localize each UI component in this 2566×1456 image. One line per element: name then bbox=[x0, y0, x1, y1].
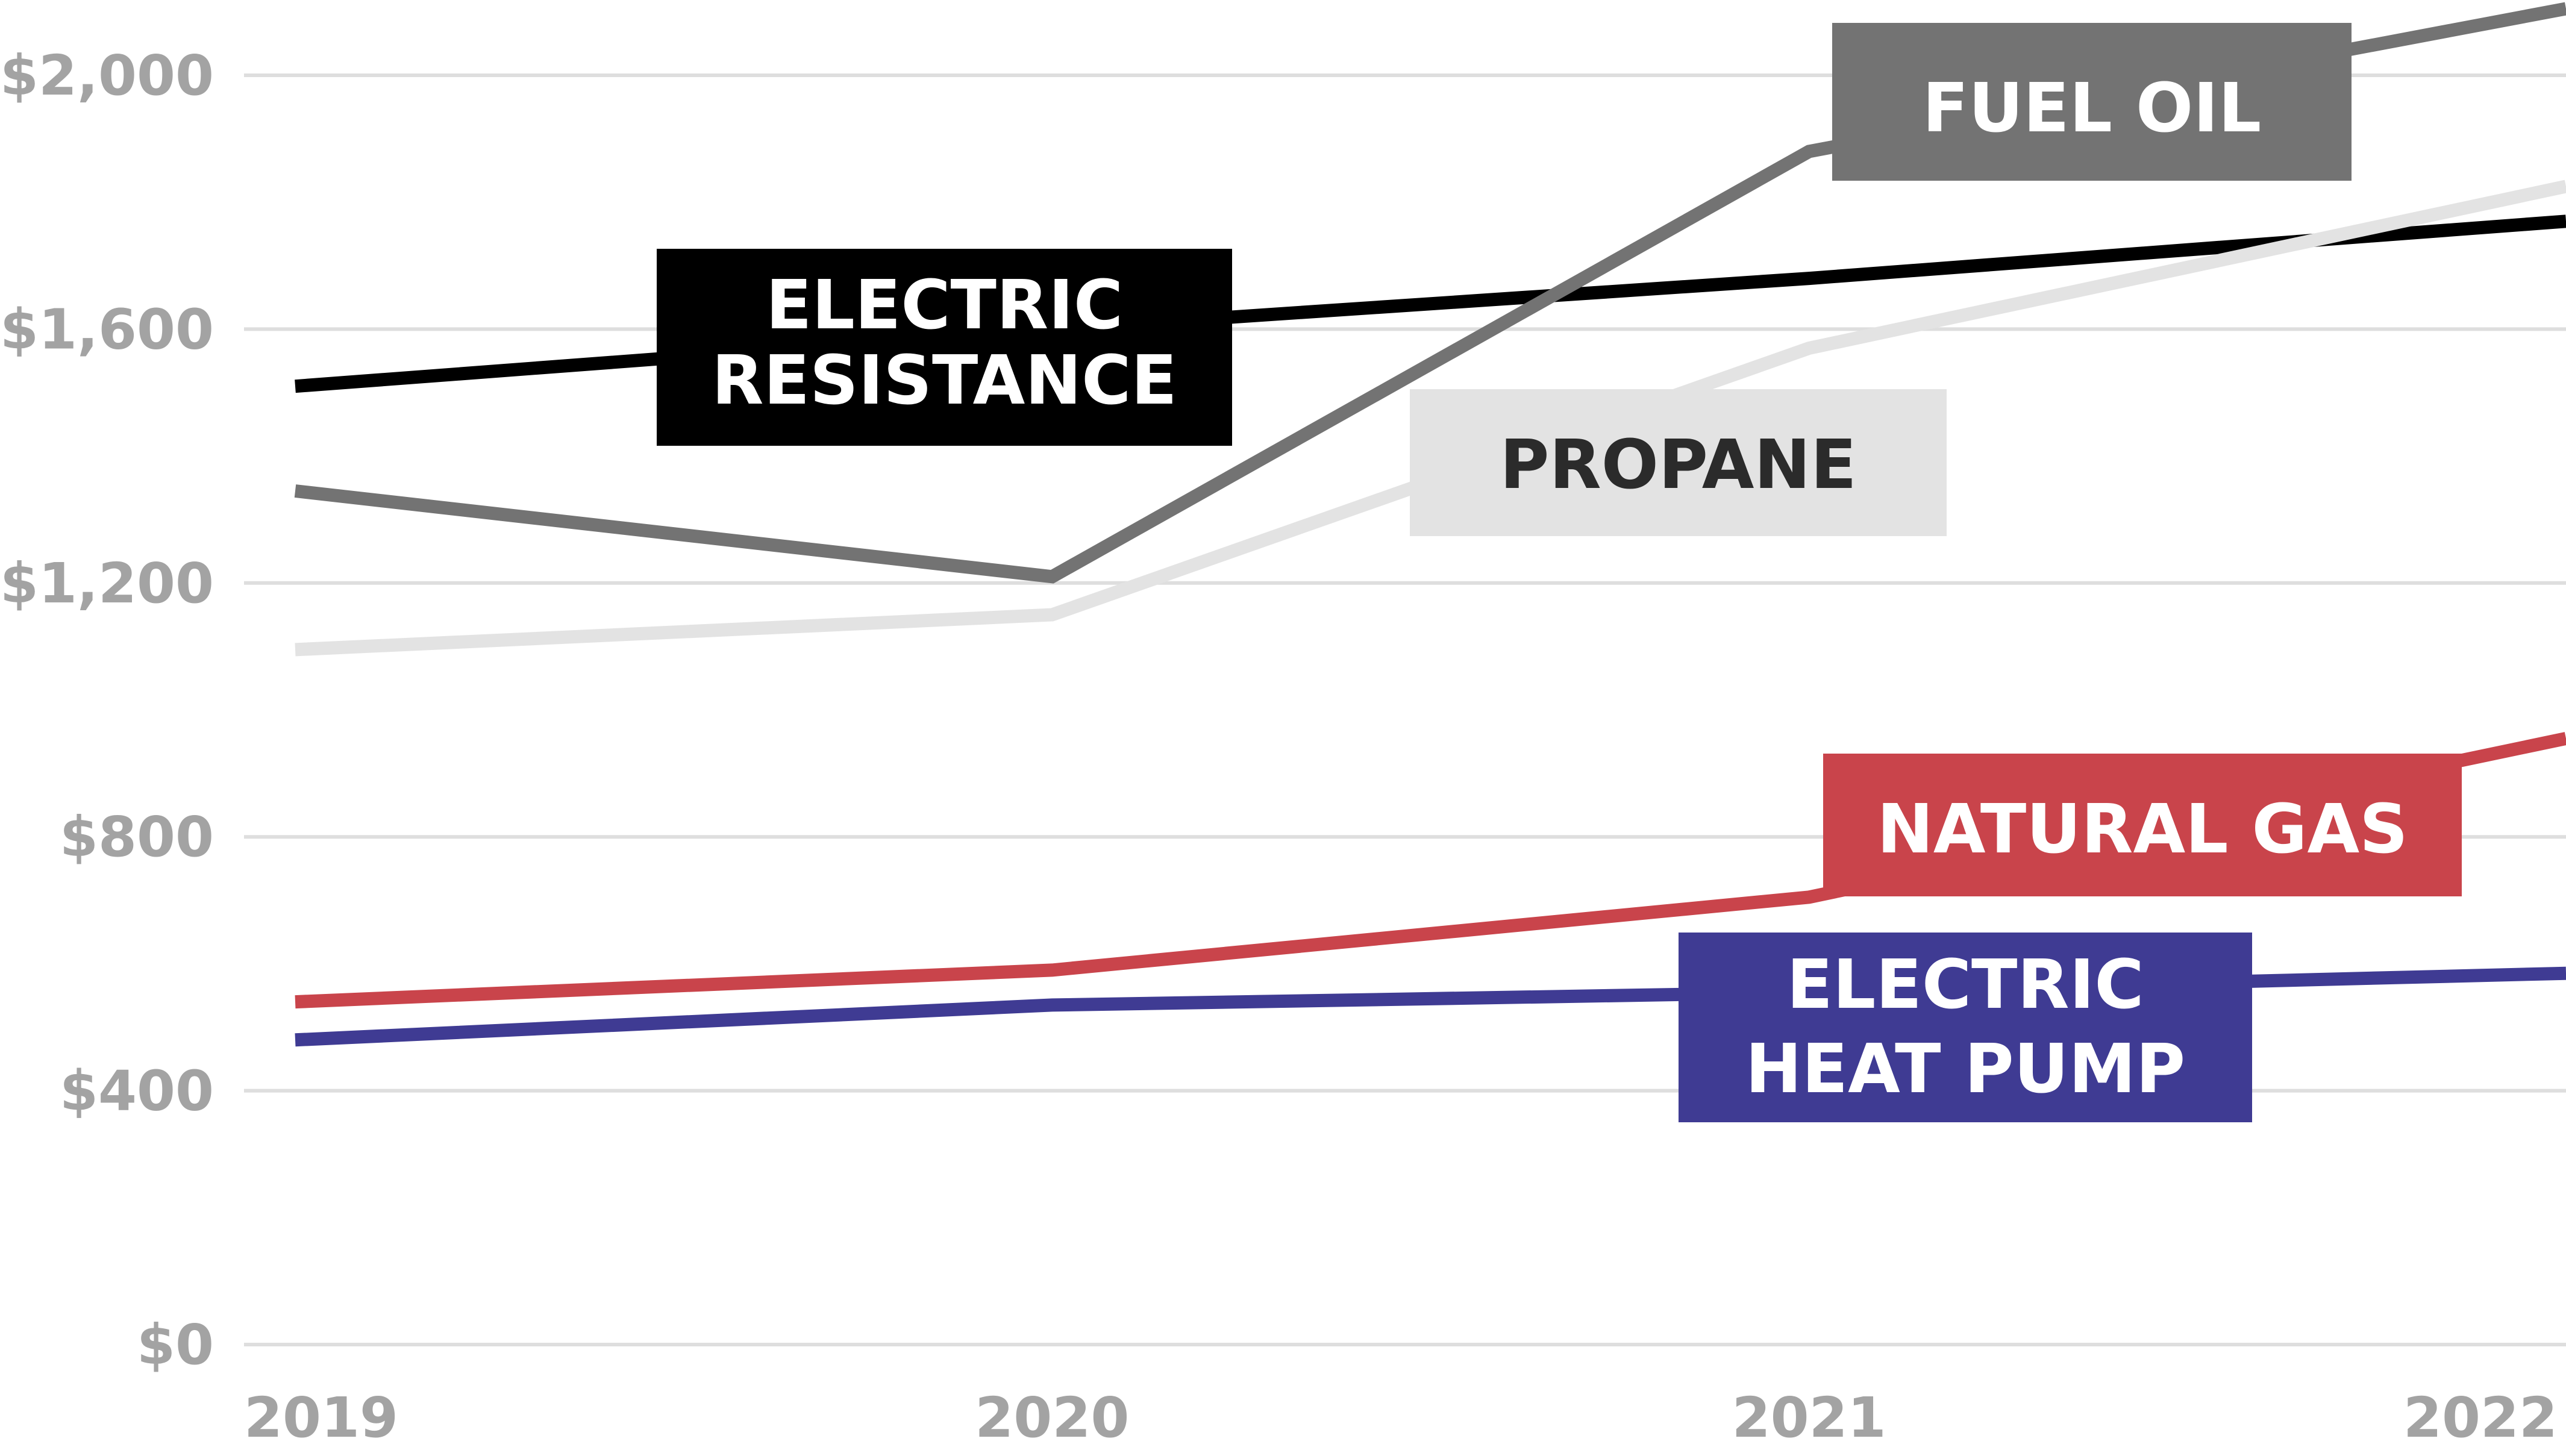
series-label-box bbox=[1679, 933, 2252, 1122]
series-label-fuel-oil: FUEL OIL bbox=[1832, 23, 2352, 181]
series-label-natural-gas: NATURAL GAS bbox=[1823, 754, 2462, 896]
y-axis-tick-labels: $0 $400 $800 $1,200 $1,600 $2,000 bbox=[0, 43, 214, 1377]
x-tick-label: 2021 bbox=[1732, 1386, 1886, 1450]
series-label-text: FUEL OIL bbox=[1923, 69, 2262, 148]
y-tick-label: $0 bbox=[137, 1313, 214, 1377]
series-label-text: RESISTANCE bbox=[712, 342, 1177, 420]
series-label-text: ELECTRIC bbox=[766, 266, 1123, 345]
x-axis-tick-labels: 2019 2020 2021 2022 bbox=[244, 1386, 2558, 1450]
series-label-text: HEAT PUMP bbox=[1745, 1030, 2185, 1108]
series-label-propane: PROPANE bbox=[1410, 389, 1947, 536]
x-tick-label: 2022 bbox=[2403, 1386, 2558, 1450]
y-tick-label: $1,600 bbox=[0, 297, 214, 361]
y-tick-label: $1,200 bbox=[0, 551, 214, 616]
series-label-box bbox=[1823, 754, 2462, 896]
x-tick-label: 2020 bbox=[975, 1386, 1129, 1450]
series-label-text: ELECTRIC bbox=[1786, 946, 2144, 1024]
grid-lines bbox=[244, 73, 2566, 1346]
series-label-box bbox=[1410, 389, 1947, 536]
y-tick-label: $800 bbox=[60, 805, 214, 869]
series-label-text: PROPANE bbox=[1500, 426, 1856, 504]
x-tick-label: 2019 bbox=[244, 1386, 398, 1450]
series-label-box bbox=[657, 249, 1232, 446]
y-tick-label: $400 bbox=[60, 1059, 214, 1123]
series-label-text: NATURAL GAS bbox=[1877, 790, 2408, 869]
y-tick-label: $2,000 bbox=[0, 43, 214, 108]
series-label-box bbox=[1832, 23, 2352, 181]
